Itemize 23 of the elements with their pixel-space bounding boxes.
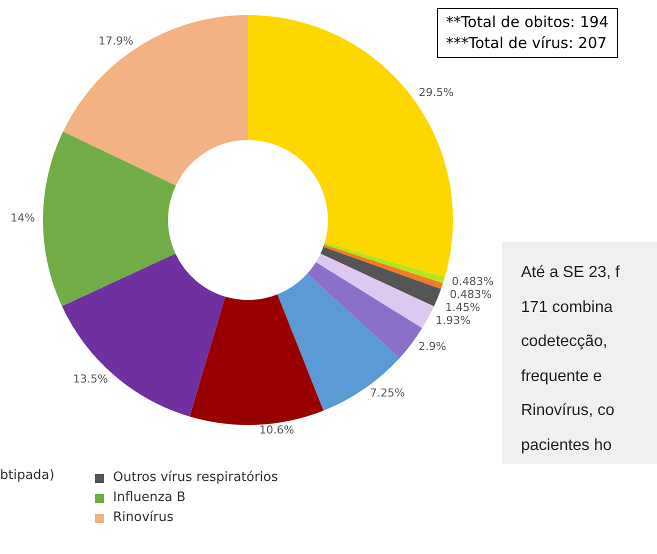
data-label: 0.483% (450, 288, 492, 301)
data-label: 14% (10, 212, 36, 225)
legend-label: Outros vírus respiratórios (113, 469, 278, 487)
text: pacientes ho (521, 436, 613, 456)
text: Rinovírus, co (521, 401, 616, 421)
legend-label: Influenza B (113, 489, 186, 507)
data-label: 0.483% (452, 274, 494, 288)
data-label: 1.93% (436, 314, 471, 327)
data-label: 10.6% (259, 424, 294, 437)
data-label: 7.25% (370, 386, 405, 400)
text: codetecção, (521, 332, 608, 352)
text: btipada) (0, 468, 54, 483)
text: **Total de obitos: 194 (446, 12, 609, 33)
legend-label: Rinovírus (113, 509, 174, 527)
data-label: 17.9% (98, 34, 134, 48)
text: frequente e (521, 366, 603, 386)
text: Até a SE 23, f (521, 263, 621, 283)
data-label: 1.45% (445, 300, 480, 314)
data-label: 13.5% (73, 372, 108, 386)
text: 171 combina (521, 298, 614, 318)
data-label: 29.5% (418, 86, 454, 100)
data-label: 2.9% (418, 340, 446, 354)
text: ***Total de vírus: 207 (446, 33, 608, 54)
